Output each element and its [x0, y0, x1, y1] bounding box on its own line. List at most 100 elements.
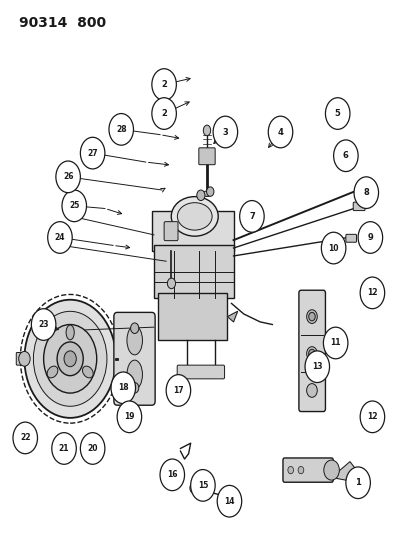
Text: 4: 4	[277, 127, 283, 136]
Circle shape	[62, 190, 86, 222]
Circle shape	[109, 114, 133, 145]
Circle shape	[64, 351, 76, 367]
Text: 12: 12	[366, 288, 377, 297]
FancyBboxPatch shape	[164, 222, 178, 241]
Circle shape	[19, 351, 30, 366]
Circle shape	[13, 422, 38, 454]
Circle shape	[287, 466, 293, 474]
Circle shape	[306, 310, 316, 324]
FancyBboxPatch shape	[154, 245, 233, 298]
Circle shape	[345, 467, 370, 498]
Circle shape	[190, 483, 197, 494]
Circle shape	[297, 466, 303, 474]
Text: 1: 1	[354, 478, 360, 487]
FancyBboxPatch shape	[345, 235, 356, 242]
Circle shape	[306, 384, 316, 397]
Circle shape	[57, 342, 83, 376]
Circle shape	[160, 459, 184, 491]
Text: 3: 3	[222, 127, 228, 136]
Circle shape	[239, 200, 263, 232]
Circle shape	[80, 433, 104, 464]
Text: 7: 7	[249, 212, 254, 221]
Text: 10: 10	[328, 244, 338, 253]
Text: 26: 26	[63, 172, 73, 181]
Text: 8: 8	[363, 188, 368, 197]
Circle shape	[167, 278, 175, 289]
FancyBboxPatch shape	[298, 290, 325, 411]
Text: 15: 15	[197, 481, 208, 490]
Ellipse shape	[66, 325, 74, 340]
Text: 25: 25	[69, 201, 79, 211]
Circle shape	[190, 470, 215, 501]
Ellipse shape	[171, 197, 218, 236]
Circle shape	[308, 349, 314, 358]
Ellipse shape	[177, 203, 211, 230]
Circle shape	[320, 232, 345, 264]
Circle shape	[24, 300, 116, 418]
Circle shape	[268, 116, 292, 148]
Text: 22: 22	[20, 433, 31, 442]
Text: 5: 5	[334, 109, 340, 118]
Circle shape	[217, 486, 241, 517]
Circle shape	[206, 187, 214, 196]
Text: 12: 12	[366, 413, 377, 421]
Circle shape	[33, 311, 107, 406]
Text: 17: 17	[173, 386, 183, 395]
Circle shape	[359, 277, 384, 309]
FancyBboxPatch shape	[152, 211, 233, 251]
Circle shape	[80, 138, 104, 169]
Circle shape	[323, 327, 347, 359]
Text: 20: 20	[87, 444, 97, 453]
Text: 9: 9	[367, 233, 373, 242]
Circle shape	[56, 161, 80, 192]
Circle shape	[43, 325, 97, 393]
Circle shape	[213, 116, 237, 148]
Ellipse shape	[82, 366, 93, 378]
Circle shape	[47, 222, 72, 253]
Ellipse shape	[203, 125, 210, 136]
Circle shape	[357, 222, 382, 253]
Circle shape	[353, 177, 377, 208]
Circle shape	[308, 312, 314, 321]
Circle shape	[152, 98, 176, 130]
Circle shape	[304, 351, 329, 383]
FancyBboxPatch shape	[16, 352, 25, 365]
Circle shape	[166, 375, 190, 406]
Text: 28: 28	[116, 125, 126, 134]
FancyBboxPatch shape	[114, 312, 155, 405]
Circle shape	[333, 140, 357, 172]
FancyBboxPatch shape	[352, 202, 364, 211]
Ellipse shape	[202, 191, 211, 196]
Ellipse shape	[127, 360, 142, 389]
FancyBboxPatch shape	[198, 148, 215, 165]
Circle shape	[325, 98, 349, 130]
Circle shape	[323, 460, 339, 480]
Circle shape	[111, 372, 135, 403]
Text: 11: 11	[330, 338, 340, 348]
Text: 19: 19	[124, 413, 134, 421]
Text: 2: 2	[161, 80, 167, 89]
Circle shape	[196, 190, 204, 200]
Text: 27: 27	[87, 149, 98, 158]
Text: 21: 21	[59, 444, 69, 453]
Ellipse shape	[127, 326, 142, 355]
Ellipse shape	[47, 366, 58, 378]
Text: 18: 18	[118, 383, 128, 392]
Text: 6: 6	[342, 151, 348, 160]
FancyBboxPatch shape	[177, 365, 224, 379]
Text: 16: 16	[166, 470, 177, 479]
Text: 14: 14	[224, 497, 234, 506]
Text: 13: 13	[311, 362, 322, 371]
FancyBboxPatch shape	[282, 458, 332, 482]
Circle shape	[152, 69, 176, 100]
Circle shape	[52, 433, 76, 464]
Circle shape	[306, 346, 316, 360]
Text: 23: 23	[38, 320, 49, 329]
Polygon shape	[331, 462, 357, 480]
Polygon shape	[227, 311, 237, 322]
Circle shape	[131, 383, 138, 393]
Text: 2: 2	[161, 109, 167, 118]
FancyBboxPatch shape	[158, 293, 227, 341]
Circle shape	[359, 401, 384, 433]
Circle shape	[117, 401, 141, 433]
